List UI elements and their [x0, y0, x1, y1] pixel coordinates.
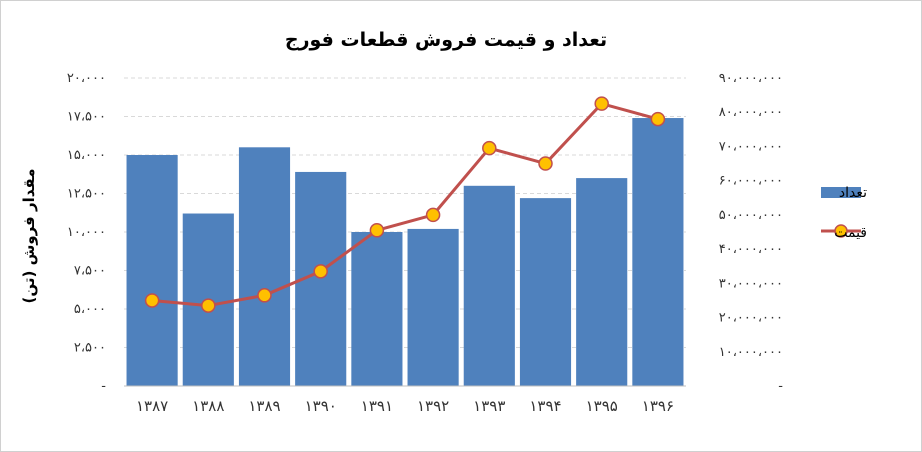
x-tick-label: ۱۳۹۴ — [529, 397, 561, 415]
x-ticks: ۱۳۸۷ ۱۳۸۸ ۱۳۸۹ ۱۳۹۰ ۱۳۹۱ ۱۳۹۲ ۱۳۹۳ ۱۳۹۴ ۱۳۹۵ ۱۳۹۶ — [136, 397, 674, 415]
legend-label-bar: تعداد — [839, 185, 867, 201]
line-point — [369, 223, 385, 238]
line-series — [144, 96, 666, 313]
y-axis-label: مقدار فروش (تن) — [20, 169, 38, 304]
line-point — [257, 288, 272, 303]
line-point — [482, 140, 497, 156]
legend: تعداد قیمت — [821, 185, 867, 241]
right-y-tick-label: ۹۰،۰۰۰،۰۰۰ — [719, 71, 783, 86]
left-y-tick-label: ۷،۵۰۰ — [74, 264, 106, 279]
line-point — [144, 293, 160, 308]
right-y-tick-label: ۴۰،۰۰۰،۰۰۰ — [719, 242, 783, 257]
line-point — [201, 298, 216, 313]
line-point — [650, 111, 666, 127]
x-tick-label: ۱۳۹۶ — [642, 397, 674, 415]
x-tick-label: ۱۳۹۵ — [586, 397, 618, 415]
right-y-tick-label: ۱۰،۰۰۰،۰۰۰ — [719, 345, 783, 360]
x-tick-label: ۱۳۸۷ — [136, 397, 168, 415]
line-point — [538, 156, 553, 171]
x-tick-label: ۱۳۸۸ — [192, 397, 224, 415]
left-y-tick-label: ۲،۵۰۰ — [74, 341, 106, 356]
right-y-tick-label: ۸۰،۰۰۰،۰۰۰ — [719, 105, 783, 120]
bar — [238, 147, 291, 386]
x-tick-label: ۱۳۹۱ — [361, 397, 393, 415]
x-tick-label: ۱۳۹۲ — [417, 397, 449, 415]
legend-swatch-marker — [834, 224, 848, 238]
line-point — [425, 207, 441, 223]
right-y-tick-label: ۶۰،۰۰۰،۰۰۰ — [719, 174, 783, 189]
line-point — [313, 264, 328, 279]
bar — [407, 228, 459, 386]
left-y-tick-label: ۱۵،۰۰۰ — [67, 148, 106, 163]
bar — [126, 155, 178, 386]
price-line — [151, 102, 659, 308]
x-tick-label: ۱۳۸۹ — [248, 397, 280, 415]
line-point — [594, 96, 609, 111]
x-tick-label: ۱۳۹۰ — [305, 397, 337, 415]
legend-label-line: قیمت — [834, 225, 867, 241]
bar — [576, 178, 628, 386]
right-y-tick-label: ۷۰،۰۰۰،۰۰۰ — [719, 139, 783, 154]
bar — [519, 198, 572, 386]
right-y-tick-label: ۳۰،۰۰۰،۰۰۰ — [719, 276, 783, 291]
left-y-tick-label: ۱۲،۵۰۰ — [67, 187, 106, 202]
right-y-ticks: - ۱۰،۰۰۰،۰۰۰ ۲۰،۰۰۰،۰۰۰ ۳۰،۰۰۰،۰۰۰ ۴۰،۰۰۰،۰۰… — [719, 71, 784, 394]
left-y-tick-label: ۵،۰۰۰ — [74, 302, 106, 317]
left-y-tick-label: - — [101, 379, 106, 394]
left-y-tick-label: ۱۰،۰۰۰ — [67, 225, 106, 240]
left-y-tick-label: ۱۷،۵۰۰ — [67, 110, 106, 125]
bar — [632, 118, 684, 386]
chart-title: تعداد و قیمت فروش قطعات فورج — [285, 29, 607, 51]
left-y-ticks: - ۲،۵۰۰ ۵،۰۰۰ ۷،۵۰۰ ۱۰،۰۰۰ ۱۲،۵۰۰ ۱۵،۰۰۰ ۱۷،۵۰۰… — [67, 71, 106, 394]
right-y-tick-label: ۵۰،۰۰۰،۰۰۰ — [719, 208, 783, 223]
right-y-tick-label: - — [778, 379, 783, 394]
bar — [351, 232, 403, 386]
right-y-tick-label: ۲۰،۰۰۰،۰۰۰ — [719, 311, 783, 326]
x-tick-label: ۱۳۹۳ — [473, 397, 505, 415]
bar — [463, 185, 515, 386]
bar-series — [126, 118, 684, 386]
left-y-tick-label: ۲۰،۰۰۰ — [67, 71, 106, 86]
legend-swatch-bar — [821, 187, 861, 198]
